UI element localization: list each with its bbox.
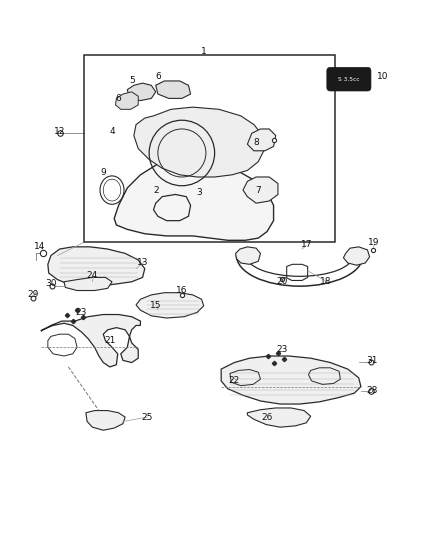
Polygon shape bbox=[155, 81, 191, 99]
Text: 22: 22 bbox=[229, 376, 240, 384]
Text: 21: 21 bbox=[104, 336, 116, 345]
Polygon shape bbox=[221, 356, 361, 404]
Polygon shape bbox=[127, 83, 155, 101]
Polygon shape bbox=[243, 177, 278, 203]
Text: S 3.5cc: S 3.5cc bbox=[338, 77, 360, 82]
Text: 23: 23 bbox=[277, 345, 288, 354]
Text: 28: 28 bbox=[366, 386, 378, 395]
Text: 23: 23 bbox=[76, 308, 87, 317]
Text: 24: 24 bbox=[87, 271, 98, 280]
Polygon shape bbox=[64, 277, 112, 290]
Polygon shape bbox=[236, 247, 261, 264]
Polygon shape bbox=[114, 159, 274, 240]
Text: 16: 16 bbox=[176, 286, 187, 295]
Polygon shape bbox=[247, 408, 311, 427]
Text: 29: 29 bbox=[28, 290, 39, 300]
Text: 1: 1 bbox=[201, 47, 207, 56]
Text: 9: 9 bbox=[100, 168, 106, 177]
Text: 15: 15 bbox=[150, 301, 162, 310]
Text: 25: 25 bbox=[141, 413, 153, 422]
Text: 26: 26 bbox=[261, 413, 273, 422]
Text: 3: 3 bbox=[197, 188, 202, 197]
Text: 17: 17 bbox=[300, 240, 312, 249]
Text: 19: 19 bbox=[368, 238, 380, 247]
Text: 10: 10 bbox=[377, 72, 389, 81]
Polygon shape bbox=[116, 92, 138, 109]
Polygon shape bbox=[343, 247, 370, 265]
Text: 13: 13 bbox=[137, 257, 148, 266]
Text: 12: 12 bbox=[54, 127, 65, 136]
Text: 5: 5 bbox=[129, 76, 134, 85]
Polygon shape bbox=[48, 247, 145, 286]
Text: 2: 2 bbox=[153, 185, 159, 195]
Text: 4: 4 bbox=[109, 127, 115, 136]
Text: 6: 6 bbox=[116, 94, 121, 103]
Polygon shape bbox=[247, 129, 276, 151]
Text: 14: 14 bbox=[34, 243, 46, 252]
Bar bbox=[84, 55, 335, 243]
Text: 30: 30 bbox=[45, 279, 57, 288]
Text: 31: 31 bbox=[366, 356, 378, 365]
Polygon shape bbox=[86, 410, 125, 430]
FancyBboxPatch shape bbox=[327, 67, 371, 91]
Text: 6: 6 bbox=[155, 72, 161, 81]
Polygon shape bbox=[136, 293, 204, 318]
Text: 20: 20 bbox=[277, 277, 288, 286]
Polygon shape bbox=[41, 314, 141, 367]
Text: 18: 18 bbox=[320, 277, 332, 286]
Polygon shape bbox=[134, 107, 265, 177]
Text: 7: 7 bbox=[255, 185, 261, 195]
Text: 8: 8 bbox=[253, 138, 259, 147]
